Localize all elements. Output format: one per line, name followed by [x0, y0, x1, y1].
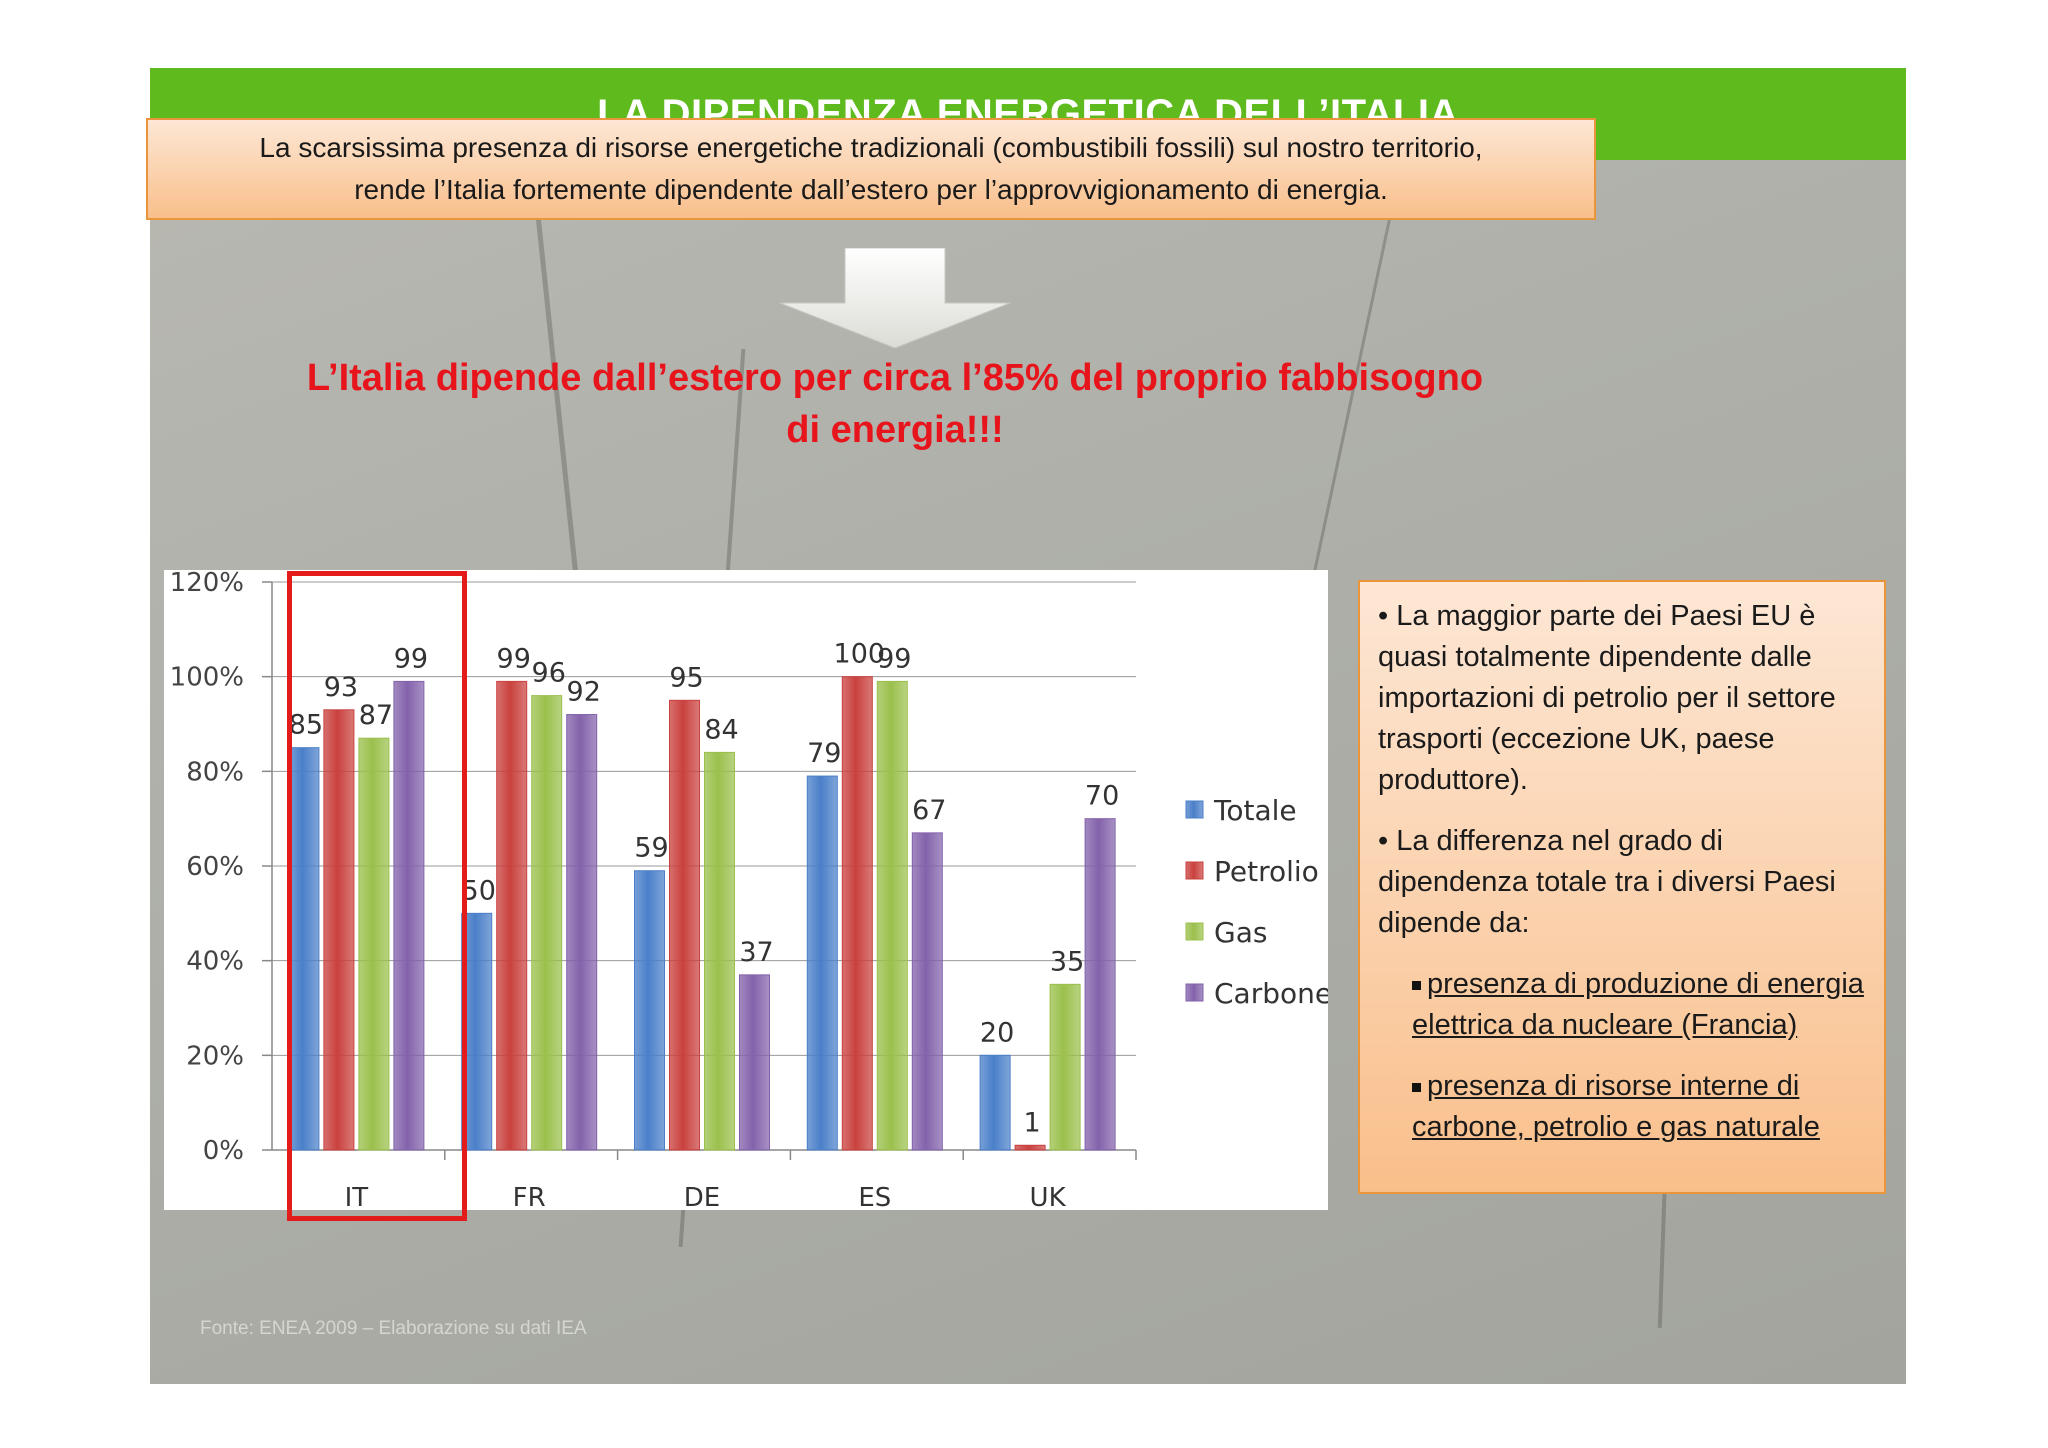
note-sub-item-2: presenza di risorse interne di carbone, … [1412, 1066, 1866, 1148]
square-bullet-icon [1412, 1082, 1421, 1092]
x-tick-label: FR [513, 1183, 546, 1210]
data-label: 93 [324, 672, 358, 703]
headline: L’Italia dipende dall’estero per circa l… [270, 352, 1520, 456]
bar-totale-es [806, 775, 838, 1151]
y-tick-label: 80% [186, 757, 244, 787]
bar-totale-it [288, 747, 320, 1151]
bar-petrolio-uk [1014, 1144, 1046, 1151]
headline-line-1: L’Italia dipende dall’estero per circa l… [306, 357, 1484, 399]
y-tick-label: 0% [203, 1136, 244, 1166]
it-highlight-box [287, 571, 467, 1221]
y-tick-label: 120% [170, 570, 244, 598]
data-label: 92 [567, 677, 601, 708]
data-label: 37 [739, 937, 773, 968]
data-label: 95 [669, 662, 703, 693]
intro-line-2: rende l’Italia fortemente dipendente dal… [354, 174, 1388, 205]
bar-gas-de [704, 751, 735, 1151]
data-label: 67 [912, 795, 946, 826]
y-tick-label: 20% [186, 1041, 244, 1071]
source-note: Fonte: ENEA 2009 – Elaborazione su dati … [200, 1318, 587, 1339]
bar-totale-uk [979, 1054, 1011, 1151]
x-tick-label: UK [1030, 1183, 1067, 1210]
data-label: 70 [1085, 781, 1119, 812]
bar-carbone-es [911, 832, 943, 1151]
bar-petrolio-it [323, 709, 355, 1151]
data-label: 35 [1050, 946, 1084, 977]
note-sub-item-1-text: presenza di produzione di energia elettr… [1412, 968, 1864, 1041]
bar-petrolio-de [669, 699, 700, 1151]
side-notes-box: • La maggior parte dei Paesi EU è quasi … [1358, 580, 1886, 1194]
bar-totale-de [634, 870, 665, 1151]
data-label: 1 [1024, 1107, 1041, 1138]
bar-carbone-it [393, 680, 425, 1151]
data-label: 96 [532, 658, 566, 689]
data-label: 100 [834, 639, 886, 670]
y-tick-label: 60% [186, 852, 244, 882]
data-label: 99 [497, 643, 531, 674]
bar-carbone-fr [566, 714, 598, 1151]
legend-label-petrolio: Petrolio [1214, 855, 1319, 888]
data-label: 87 [359, 700, 393, 731]
bar-carbone-uk [1084, 818, 1116, 1151]
bar-gas-uk [1049, 983, 1081, 1151]
data-label: 20 [980, 1017, 1014, 1048]
energy-dependence-chart: 0% 20% 40% 60% 80% 100% 120% 85 93 87 99 IT 50 99 96 92… [164, 570, 1328, 1210]
legend-swatch-petrolio [1185, 861, 1204, 880]
y-tick-label: 100% [170, 663, 244, 693]
x-tick-label: DE [684, 1183, 720, 1210]
headline-line-2: di energia!!! [786, 409, 1004, 451]
legend-swatch-gas [1185, 922, 1204, 941]
note-bullet-2: • La differenza nel grado di dipendenza … [1378, 825, 1836, 939]
data-label: 79 [807, 738, 841, 769]
bar-gas-es [876, 680, 908, 1151]
note-sub-item-1: presenza di produzione di energia elettr… [1412, 964, 1866, 1046]
data-label: 59 [634, 833, 668, 864]
data-label: 99 [877, 643, 911, 674]
legend-label-totale: Totale [1213, 794, 1297, 827]
legend-swatch-carbone [1185, 983, 1204, 1002]
x-tick-label: IT [345, 1183, 369, 1210]
data-label: 50 [462, 875, 496, 906]
y-tick-label: 40% [186, 947, 244, 977]
legend-label-carbone: Carbone [1214, 977, 1328, 1010]
bar-petrolio-fr [496, 680, 528, 1151]
down-arrow-icon [779, 248, 1011, 348]
intro-box: La scarsissima presenza di risorse energ… [146, 118, 1596, 220]
bar-petrolio-es [841, 676, 873, 1151]
bar-gas-it [358, 737, 390, 1151]
intro-line-1: La scarsissima presenza di risorse energ… [259, 132, 1483, 163]
legend-label-gas: Gas [1214, 916, 1267, 949]
bar-carbone-de [739, 974, 770, 1151]
data-label: 85 [289, 710, 323, 741]
legend-swatch-totale [1185, 800, 1204, 819]
data-label: 84 [704, 714, 738, 745]
square-bullet-icon [1412, 980, 1421, 990]
note-bullet-1: • La maggior parte dei Paesi EU è quasi … [1378, 600, 1836, 796]
data-label: 99 [394, 643, 428, 674]
bar-gas-fr [531, 695, 563, 1151]
note-sub-item-2-text: presenza di risorse interne di carbone, … [1412, 1070, 1820, 1143]
x-tick-label: ES [858, 1183, 891, 1210]
